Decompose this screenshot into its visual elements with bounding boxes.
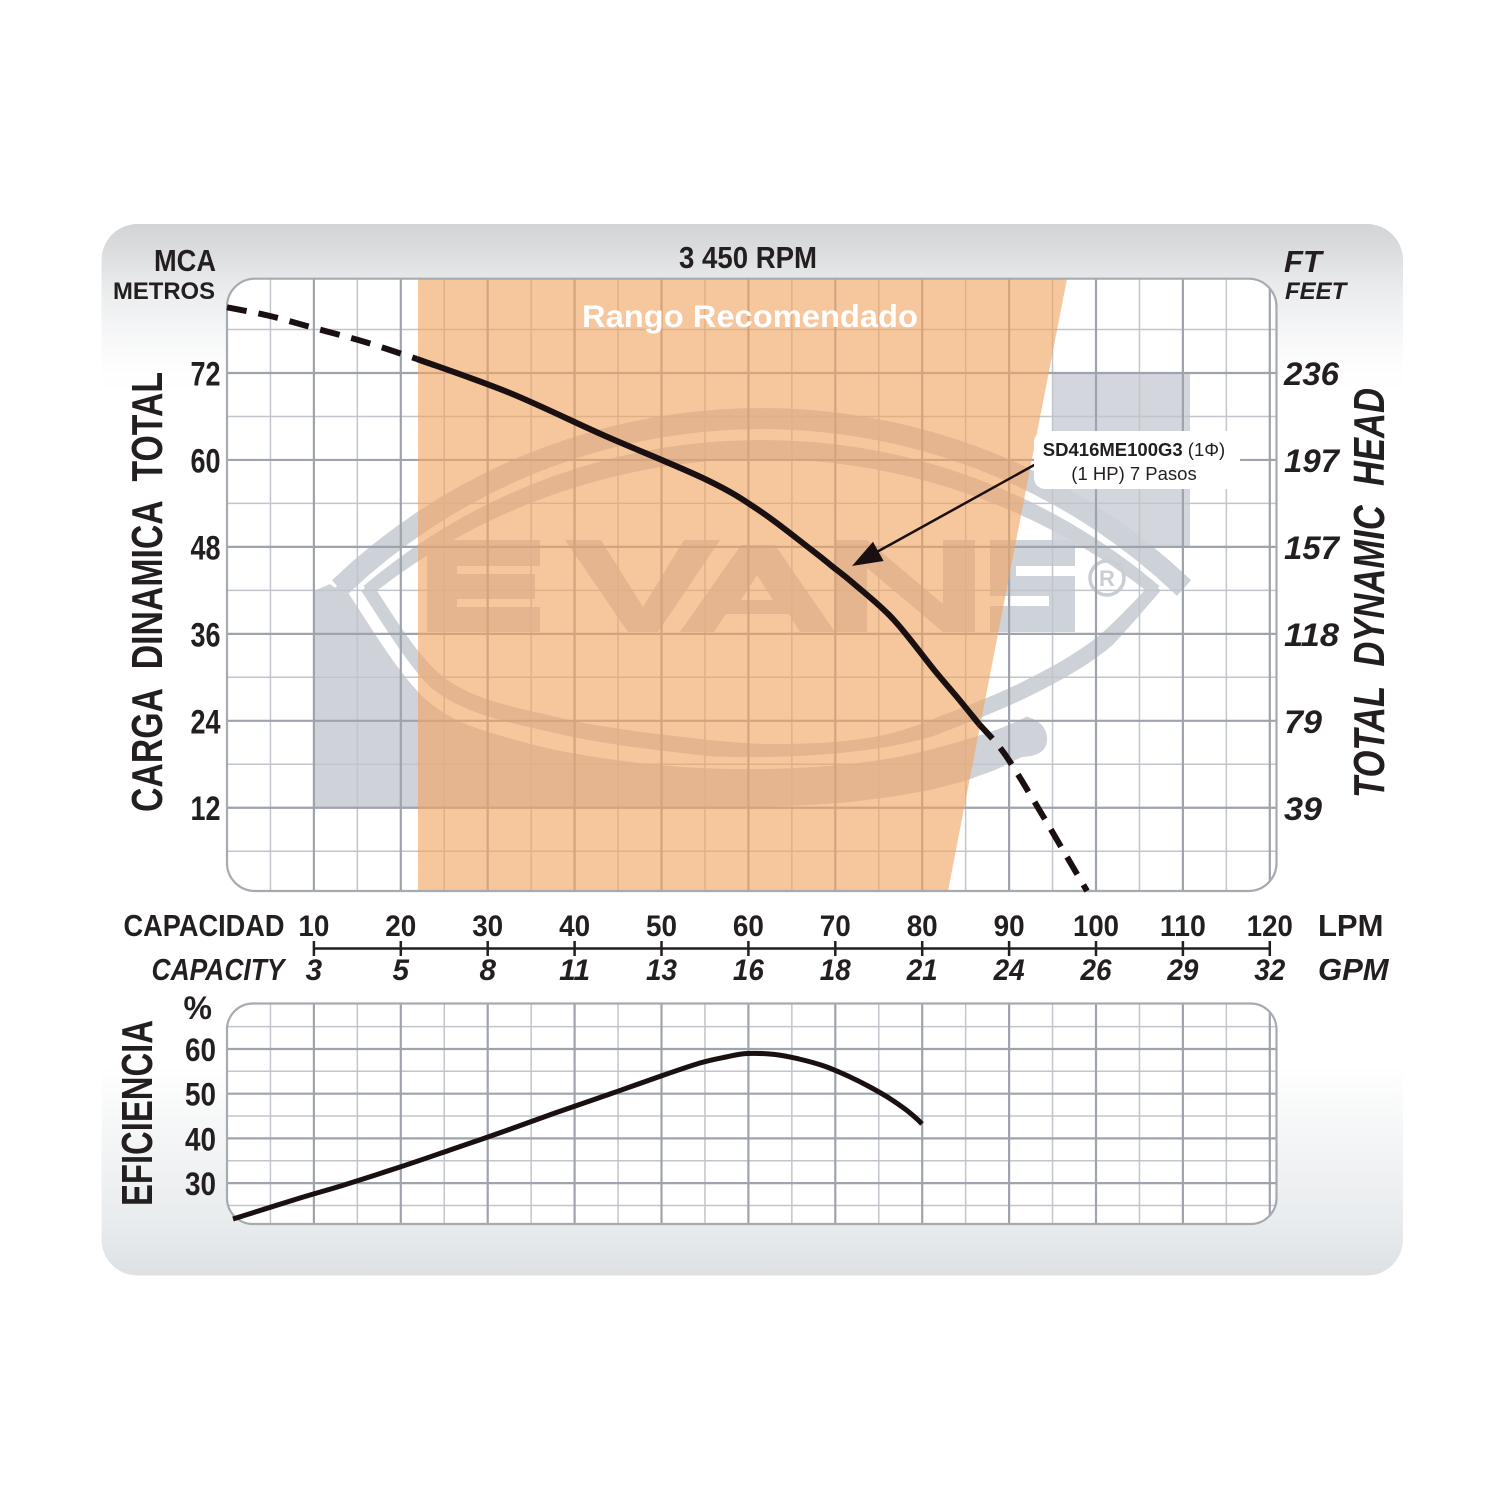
svg-text:40: 40	[559, 910, 590, 943]
svg-text:FT: FT	[1284, 244, 1325, 279]
svg-text:10: 10	[298, 910, 329, 943]
svg-text:236: 236	[1283, 356, 1339, 392]
svg-text:70: 70	[820, 910, 851, 943]
svg-text:110: 110	[1160, 910, 1206, 943]
svg-text:16: 16	[733, 954, 764, 987]
svg-text:13: 13	[646, 954, 677, 987]
svg-text:24: 24	[191, 703, 221, 741]
svg-text:100: 100	[1073, 910, 1119, 943]
svg-text:26: 26	[1080, 954, 1112, 987]
svg-text:40: 40	[185, 1121, 216, 1157]
svg-text:3 450 RPM: 3 450 RPM	[679, 240, 817, 275]
svg-text:157: 157	[1284, 530, 1341, 566]
svg-text:%: %	[184, 990, 212, 1026]
svg-text:30: 30	[185, 1166, 216, 1202]
svg-text:CAPACIDAD: CAPACIDAD	[124, 908, 285, 943]
svg-text:39: 39	[1284, 791, 1322, 827]
svg-text:48: 48	[191, 529, 221, 567]
svg-text:(1 HP) 7 Pasos: (1 HP) 7 Pasos	[1071, 463, 1196, 484]
svg-text:METROS: METROS	[113, 278, 215, 305]
svg-text:LPM: LPM	[1318, 908, 1383, 943]
svg-text:MCA: MCA	[154, 243, 216, 278]
svg-text:CAPACITY: CAPACITY	[152, 952, 288, 987]
svg-text:20: 20	[385, 910, 416, 943]
svg-text:118: 118	[1284, 617, 1339, 653]
svg-text:60: 60	[191, 442, 221, 480]
svg-text:197: 197	[1284, 443, 1341, 479]
svg-text:8: 8	[479, 954, 496, 987]
svg-text:5: 5	[393, 954, 411, 987]
svg-text:60: 60	[185, 1032, 216, 1068]
svg-text:30: 30	[472, 910, 503, 943]
svg-text:CARGA DINAMICA TOTAL: CARGA DINAMICA TOTAL	[123, 372, 172, 812]
svg-text:79: 79	[1284, 704, 1322, 740]
svg-text:72: 72	[191, 356, 221, 394]
svg-text:SD416ME100G3 (1Φ): SD416ME100G3 (1Φ)	[1043, 439, 1225, 460]
svg-text:120: 120	[1247, 910, 1293, 943]
svg-text:18: 18	[820, 954, 851, 987]
svg-text:32: 32	[1254, 954, 1285, 987]
svg-text:90: 90	[994, 910, 1025, 943]
svg-text:80: 80	[907, 910, 938, 943]
svg-text:24: 24	[993, 954, 1025, 987]
svg-text:TOTAL DYNAMIC HEAD: TOTAL DYNAMIC HEAD	[1345, 388, 1394, 798]
svg-text:FEET: FEET	[1285, 278, 1349, 305]
svg-text:12: 12	[191, 790, 221, 828]
svg-text:50: 50	[185, 1077, 216, 1113]
svg-text:GPM: GPM	[1318, 952, 1390, 987]
svg-text:EFICIENCIA: EFICIENCIA	[113, 1020, 162, 1206]
svg-text:21: 21	[906, 954, 938, 987]
svg-text:29: 29	[1166, 954, 1198, 987]
svg-text:Rango Recomendado: Rango Recomendado	[582, 298, 918, 334]
svg-text:50: 50	[646, 910, 677, 943]
svg-text:3: 3	[306, 954, 323, 987]
svg-text:11: 11	[559, 954, 590, 987]
svg-text:60: 60	[733, 910, 764, 943]
svg-text:36: 36	[191, 616, 221, 654]
svg-text:R: R	[1099, 566, 1115, 591]
